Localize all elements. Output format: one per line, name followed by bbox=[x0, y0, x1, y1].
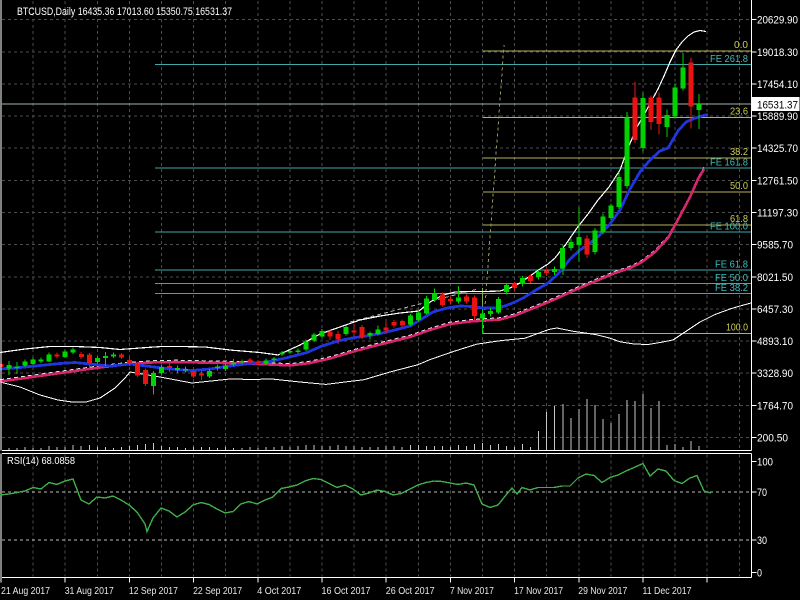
svg-text:3328.90: 3328.90 bbox=[757, 368, 793, 380]
svg-text:8021.50: 8021.50 bbox=[757, 272, 793, 284]
svg-text:12761.50: 12761.50 bbox=[757, 175, 798, 187]
svg-text:70: 70 bbox=[757, 487, 767, 499]
svg-text:9585.70: 9585.70 bbox=[757, 240, 793, 252]
svg-text:FE 50.0: FE 50.0 bbox=[715, 272, 748, 284]
svg-text:FE 261.8: FE 261.8 bbox=[710, 53, 748, 65]
svg-text:RSI(14) 68.0858: RSI(14) 68.0858 bbox=[7, 455, 75, 467]
svg-text:4893.10: 4893.10 bbox=[757, 336, 793, 348]
svg-text:19018.30: 19018.30 bbox=[757, 47, 798, 59]
svg-text:30: 30 bbox=[757, 535, 767, 547]
svg-text:15889.90: 15889.90 bbox=[757, 111, 798, 123]
svg-text:11197.30: 11197.30 bbox=[757, 208, 798, 220]
svg-text:FE 61.8: FE 61.8 bbox=[715, 259, 748, 271]
svg-text:29 Nov 2017: 29 Nov 2017 bbox=[578, 586, 627, 597]
svg-text:21 Aug 2017: 21 Aug 2017 bbox=[1, 586, 50, 597]
svg-text:26 Oct 2017: 26 Oct 2017 bbox=[386, 586, 435, 597]
svg-text:17454.10: 17454.10 bbox=[757, 79, 798, 91]
svg-text:FE 100.0: FE 100.0 bbox=[710, 221, 748, 233]
svg-text:6457.30: 6457.30 bbox=[757, 304, 793, 316]
svg-text:22 Sep 2017: 22 Sep 2017 bbox=[193, 586, 242, 597]
svg-text:16 Oct 2017: 16 Oct 2017 bbox=[322, 586, 371, 597]
svg-text:7 Nov 2017: 7 Nov 2017 bbox=[450, 586, 494, 597]
svg-text:17 Nov 2017: 17 Nov 2017 bbox=[514, 586, 563, 597]
svg-text:12 Sep 2017: 12 Sep 2017 bbox=[129, 586, 178, 597]
svg-text:4 Oct 2017: 4 Oct 2017 bbox=[257, 586, 301, 597]
svg-text:FE 161.8: FE 161.8 bbox=[710, 157, 748, 169]
svg-text:50.0: 50.0 bbox=[730, 180, 748, 192]
svg-text:31 Aug 2017: 31 Aug 2017 bbox=[65, 586, 114, 597]
svg-text:11 Dec 2017: 11 Dec 2017 bbox=[643, 586, 692, 597]
svg-text:23.6: 23.6 bbox=[730, 106, 748, 118]
svg-text:1764.70: 1764.70 bbox=[757, 400, 793, 412]
svg-text:BTCUSD,Daily 16435.36 17013.6: BTCUSD,Daily 16435.36 17013.60 15350.75 … bbox=[17, 6, 232, 18]
svg-text:100.0: 100.0 bbox=[726, 322, 748, 334]
svg-text:100: 100 bbox=[757, 457, 773, 469]
svg-text:200.50: 200.50 bbox=[757, 433, 788, 445]
svg-text:FE 38.2: FE 38.2 bbox=[715, 282, 748, 294]
svg-text:0: 0 bbox=[757, 568, 762, 580]
svg-text:16531.37: 16531.37 bbox=[757, 100, 798, 112]
svg-text:38.2: 38.2 bbox=[730, 146, 748, 158]
svg-text:14325.70: 14325.70 bbox=[757, 143, 798, 155]
svg-text:61.8: 61.8 bbox=[730, 213, 748, 225]
svg-text:20629.90: 20629.90 bbox=[757, 15, 798, 27]
svg-text:0.0: 0.0 bbox=[734, 39, 748, 51]
